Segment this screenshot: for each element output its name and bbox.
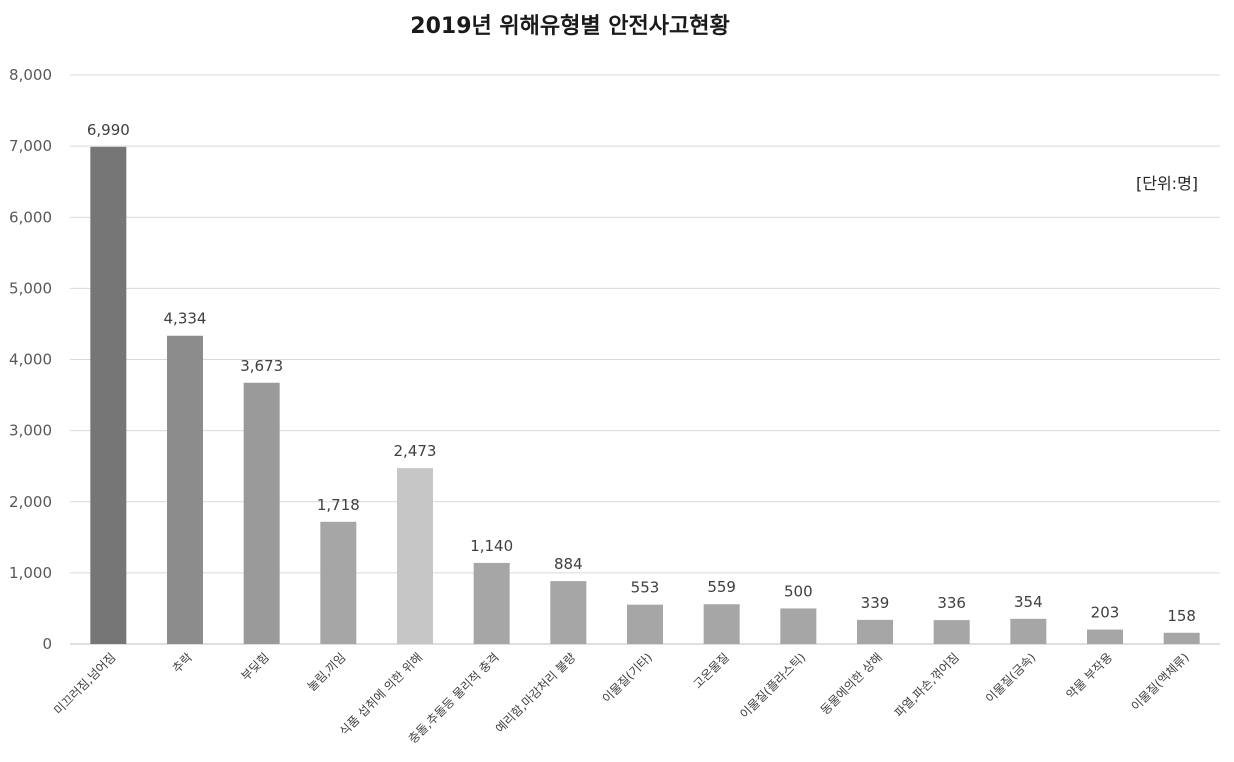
bar [1010,618,1047,644]
data-label: 6,990 [87,121,130,139]
data-label: 559 [707,578,736,596]
y-tick-label: 8,000 [9,66,52,84]
bar [473,562,510,644]
x-tick-label: 이물질(금속) [983,650,1039,706]
x-tick-label: 예리함,마감처리 불량 [493,650,579,736]
data-label: 4,334 [164,310,207,328]
data-label: 500 [784,582,813,600]
data-labels: 6,990 4,334 3,673 1,718 2,473 1,140 884 553 559 5… [87,121,1196,625]
bar [90,146,127,644]
x-tick-label: 이물질(기타) [600,650,656,706]
y-tick-label: 7,000 [9,137,52,155]
bar [703,604,740,644]
y-tick-label: 5,000 [9,279,52,297]
y-tick-label: 1,000 [9,564,52,582]
data-label: 339 [861,594,890,612]
data-label: 553 [631,579,660,597]
x-tick-label: 미끄러짐,넘어짐 [51,650,118,717]
bar [167,335,203,644]
bar [933,620,970,644]
data-label: 203 [1091,604,1120,622]
bar [1087,629,1123,644]
y-tick-label: 2,000 [9,493,52,511]
x-tick-label: 이물질(플라스틱) [737,650,808,721]
x-tick-label: 약물 부작용 [1063,650,1115,702]
bar [1163,632,1200,644]
data-label: 1,140 [470,537,513,555]
bar [550,581,587,644]
x-tick-label: 부딪힘 [238,650,271,683]
bar [397,468,433,644]
y-tick-label: 3,000 [9,422,52,440]
x-tick-label: 식품 섭취에 의한 위해 [337,650,425,738]
y-tick-label: 4,000 [9,351,52,369]
bar [780,608,817,644]
unit-note: [단위:명] [1136,174,1199,193]
y-tick-label: 0 [42,635,52,653]
x-tick-label: 추락 [170,650,196,676]
y-axis: 0 1,000 2,000 3,000 4,000 5,000 6,000 7,000 8,00… [9,66,52,653]
data-label: 336 [937,594,966,612]
bar [857,619,893,644]
chart-title: 2019년 위해유형별 안전사고현황 [410,14,730,39]
bar [243,382,280,644]
bars [90,146,1200,644]
x-tick-label: 눌림,끼임 [305,650,349,694]
x-tick-label: 파열,파손,꺾어짐 [892,650,962,720]
x-tick-label: 동물에의한 상해 [818,650,885,717]
y-tick-label: 6,000 [9,208,52,226]
x-tick-label: 고온물질 [691,650,732,691]
data-label: 3,673 [240,357,283,375]
data-label: 2,473 [394,442,437,460]
bar [627,604,663,644]
data-label: 354 [1014,593,1043,611]
data-label: 1,718 [317,496,360,514]
data-label: 158 [1167,607,1196,625]
data-label: 884 [554,555,583,573]
bar [320,521,357,644]
x-tick-label: 이물질(액체류) [1128,650,1191,713]
